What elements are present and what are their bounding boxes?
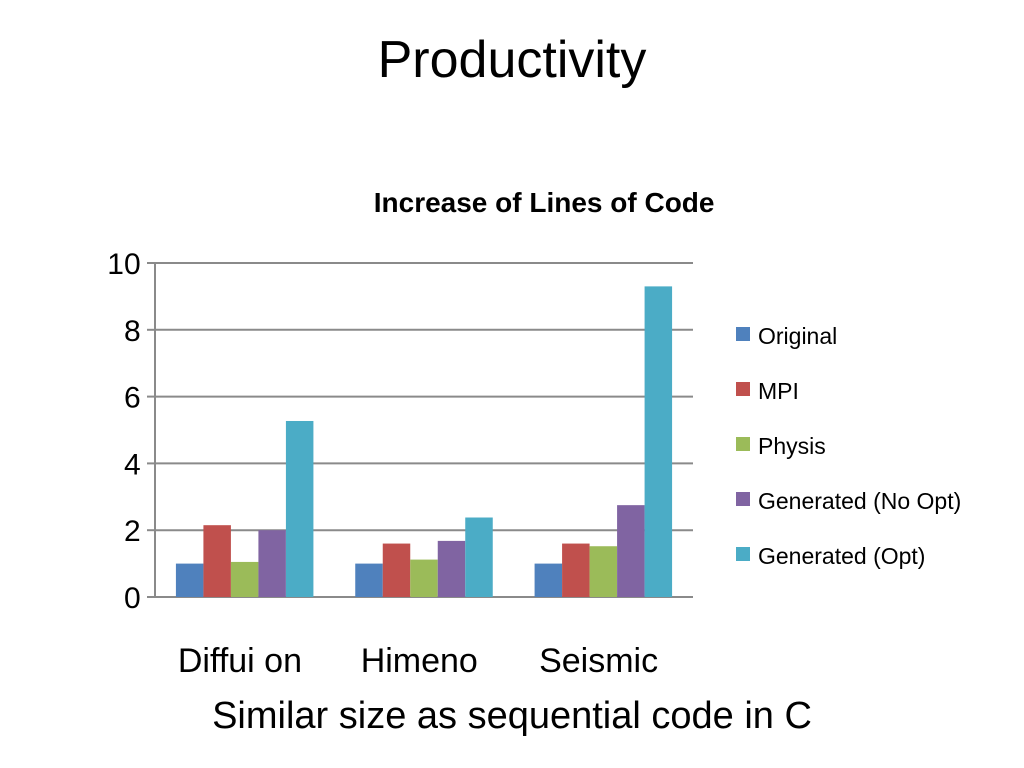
bar [175,563,204,597]
y-tick-label: 2 [124,515,149,548]
chart-legend: Original MPI Physis Generated (No Opt) G… [736,323,968,569]
y-tick-label: 8 [124,315,149,348]
x-category-label: Himeno [361,642,488,680]
y-axis-ticks: 0 2 4 6 8 10 [107,248,149,615]
bar [437,540,466,597]
bar [410,559,438,597]
x-category-label: Diffui on [178,642,312,680]
legend-swatch [736,382,750,396]
x-axis-categories: Diffui on Himeno Seismic [178,642,668,680]
x-category-label: Seismic [539,642,667,680]
bar [355,563,383,597]
bar [589,546,618,597]
bar [382,543,411,597]
bar [617,505,645,597]
legend-swatch [736,547,750,561]
slide-title: Productivity [377,31,647,89]
bar [285,420,314,597]
bar [230,561,259,597]
bar [562,543,590,597]
y-tick-label: 4 [124,448,149,481]
legend-label: MPI [758,378,805,404]
legend-swatch [736,492,750,506]
y-tick-label: 6 [124,382,149,415]
bar [534,563,563,597]
legend-label: Original [758,323,844,349]
legend-swatch [736,437,750,451]
legend-label: Generated (Opt) [758,543,932,569]
legend-swatch [736,327,750,341]
slide-caption: Similar size as sequential code in C [212,695,812,737]
y-tick-label: 10 [107,248,149,281]
bar [644,286,673,597]
y-tick-label: 0 [124,582,149,615]
bar [465,517,493,597]
chart-bars [175,286,673,597]
bar [258,530,286,597]
bar [203,525,231,597]
legend-label: Generated (No Opt) [758,488,968,514]
chart-title: Increase of Lines of Code [374,187,723,218]
legend-label: Physis [758,433,832,459]
